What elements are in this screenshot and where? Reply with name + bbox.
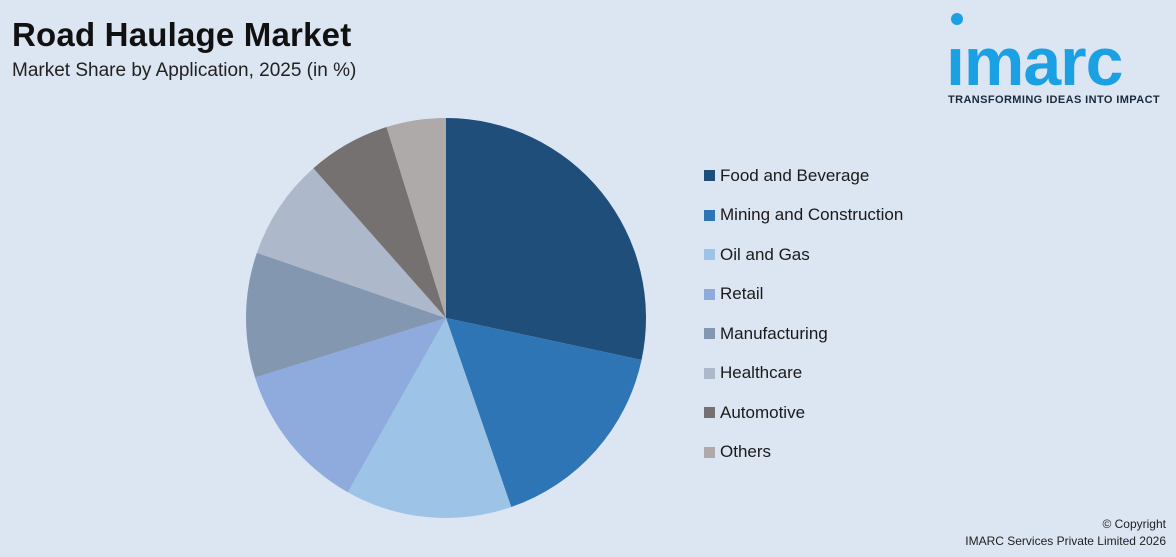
pie-slice-manufacturing: [246, 252, 446, 378]
chart-legend: Food and Beverage Mining and Construction…: [704, 156, 903, 472]
logo-tagline: TRANSFORMING IDEAS INTO IMPACT: [948, 94, 1161, 106]
pie-slice-oil-and-gas: [347, 318, 512, 518]
legend-label: Food and Beverage: [720, 165, 870, 185]
logo-wordmark: ımarc: [946, 24, 1123, 100]
copyright-line: © Copyright: [1102, 517, 1166, 531]
legend-label: Healthcare: [720, 363, 803, 383]
legend-item-manufacturing: Manufacturing: [704, 314, 903, 354]
legend-swatch: [704, 288, 715, 300]
legend-label: Retail: [720, 284, 764, 304]
pie-slice-healthcare: [256, 168, 446, 318]
imarc-logo: ımarc TRANSFORMING IDEAS INTO IMPACT: [946, 12, 1172, 112]
pie-slice-food-and-beverage: [446, 118, 647, 360]
legend-label: Automotive: [720, 402, 806, 422]
chart-title: Road Haulage Market: [12, 16, 352, 53]
legend-swatch: [704, 170, 715, 182]
pie-slice-mining-and-construction: [446, 318, 642, 508]
company-line: IMARC Services Private Limited 2026: [965, 534, 1166, 548]
logo-dot-icon: [951, 13, 963, 25]
legend-label: Mining and Construction: [720, 205, 904, 225]
legend-item-food-and-beverage: Food and Beverage: [704, 156, 903, 196]
legend-label: Manufacturing: [720, 323, 828, 343]
legend-item-automotive: Automotive: [704, 393, 903, 433]
copyright-notice: © Copyright IMARC Services Private Limit…: [965, 516, 1166, 550]
legend-swatch: [704, 249, 715, 261]
chart-subtitle: Market Share by Application, 2025 (in %): [12, 60, 357, 81]
pie-slice-others: [386, 118, 446, 318]
pie-slice-retail: [255, 318, 446, 493]
legend-swatch: [704, 367, 715, 379]
legend-swatch: [704, 407, 715, 419]
legend-item-healthcare: Healthcare: [704, 354, 903, 394]
legend-label: Others: [720, 442, 772, 462]
legend-swatch: [704, 209, 715, 221]
legend-swatch: [704, 446, 715, 458]
legend-swatch: [704, 328, 715, 340]
legend-label: Oil and Gas: [720, 244, 810, 264]
legend-item-others: Others: [704, 433, 903, 473]
legend-item-retail: Retail: [704, 275, 903, 315]
legend-item-oil-and-gas: Oil and Gas: [704, 235, 903, 275]
pie-slice-automotive: [313, 127, 446, 318]
legend-item-mining-and-construction: Mining and Construction: [704, 196, 903, 236]
